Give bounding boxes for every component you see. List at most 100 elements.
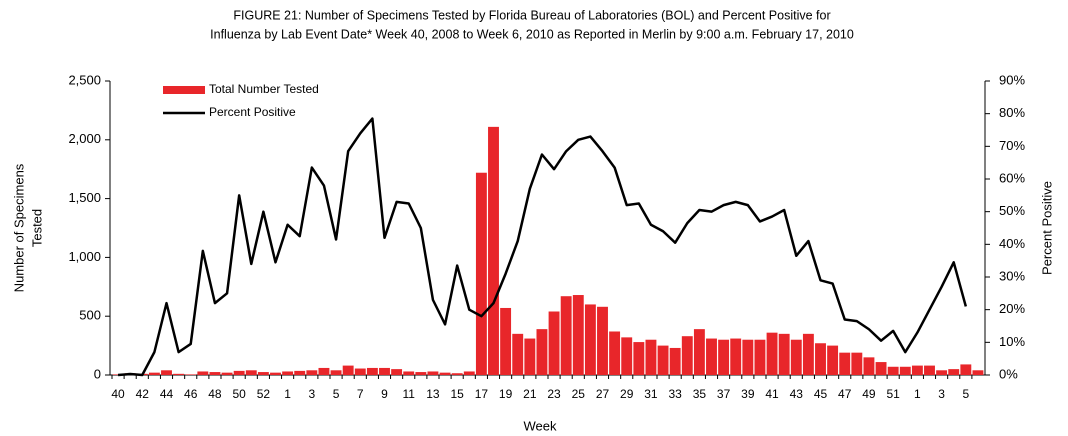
y-axis-label: Number of Specimens xyxy=(11,163,26,292)
x-tick-label: 29 xyxy=(620,387,634,401)
y-tick-label: 2,000 xyxy=(68,131,101,146)
bar xyxy=(415,372,427,375)
x-tick-label: 37 xyxy=(717,387,731,401)
bar xyxy=(257,372,269,375)
bar xyxy=(245,370,257,375)
bar xyxy=(815,343,826,375)
legend-swatch xyxy=(163,86,205,94)
bar xyxy=(766,332,778,375)
bar xyxy=(802,333,814,375)
x-tick-label: 49 xyxy=(862,387,876,401)
bar xyxy=(366,367,378,375)
y2-tick-label: 50% xyxy=(999,203,1025,218)
x-tick-label: 48 xyxy=(208,387,222,401)
bar xyxy=(924,365,935,375)
bar xyxy=(403,371,415,375)
bar xyxy=(427,371,439,375)
bar xyxy=(148,372,160,375)
bar xyxy=(960,364,972,375)
x-tick-label: 50 xyxy=(232,387,246,401)
x-tick-label: 5 xyxy=(962,387,969,401)
x-tick-label: 52 xyxy=(257,387,271,401)
bar xyxy=(282,371,294,375)
bar xyxy=(536,329,548,375)
x-tick-label: 25 xyxy=(572,387,586,401)
bar xyxy=(936,370,948,375)
y-tick-label: 1,000 xyxy=(68,249,101,264)
y2-tick-label: 20% xyxy=(999,301,1025,316)
x-tick-label: 42 xyxy=(136,387,150,401)
x-tick-label: 43 xyxy=(790,387,804,401)
bar xyxy=(488,126,499,375)
bar xyxy=(451,373,463,375)
x-tick-label: 1 xyxy=(284,387,291,401)
x-tick-label: 31 xyxy=(644,387,658,401)
bar xyxy=(742,339,754,375)
bar xyxy=(221,372,233,375)
y2-tick-label: 80% xyxy=(999,105,1025,120)
x-tick-label: 51 xyxy=(886,387,900,401)
bar xyxy=(173,373,185,375)
bar xyxy=(899,366,911,375)
x-tick-label: 15 xyxy=(450,387,464,401)
y-tick-label: 500 xyxy=(79,308,101,323)
legend-label: Percent Positive xyxy=(209,105,296,119)
bar xyxy=(475,172,487,375)
y2-tick-label: 0% xyxy=(999,366,1018,381)
bar xyxy=(839,352,851,375)
bar xyxy=(161,370,172,375)
y-tick-label: 2,500 xyxy=(68,72,101,87)
x-tick-label: 46 xyxy=(184,387,198,401)
x-tick-label: 45 xyxy=(814,387,828,401)
bar xyxy=(681,336,693,375)
bar xyxy=(572,295,584,375)
chart-title: FIGURE 21: Number of Specimens Tested by… xyxy=(233,8,830,22)
bar xyxy=(911,365,923,375)
y-tick-label: 0 xyxy=(94,366,101,381)
x-tick-label: 47 xyxy=(838,387,852,401)
x-tick-label: 33 xyxy=(668,387,682,401)
bar xyxy=(778,333,790,375)
x-tick-label: 39 xyxy=(741,387,755,401)
x-axis-label: Week xyxy=(524,418,557,433)
bar xyxy=(512,333,524,375)
bar xyxy=(306,370,318,375)
bar xyxy=(706,338,717,375)
x-tick-label: 1 xyxy=(914,387,921,401)
bar xyxy=(584,304,596,375)
y2-tick-label: 30% xyxy=(999,268,1025,283)
bar xyxy=(342,365,354,375)
y2-tick-label: 40% xyxy=(999,236,1025,251)
legend-label: Total Number Tested xyxy=(209,82,319,96)
bar xyxy=(391,369,403,375)
x-tick-label: 21 xyxy=(523,387,537,401)
bar xyxy=(233,370,245,375)
bar xyxy=(379,367,390,375)
x-tick-label: 11 xyxy=(402,387,415,401)
bar xyxy=(524,338,536,375)
x-tick-label: 40 xyxy=(111,387,125,401)
bar xyxy=(330,370,342,375)
bar xyxy=(463,371,475,375)
y-tick-label: 1,500 xyxy=(68,190,101,205)
bar xyxy=(621,337,633,375)
bar xyxy=(669,347,681,375)
x-tick-label: 9 xyxy=(381,387,388,401)
chart-title: Influenza by Lab Event Date* Week 40, 20… xyxy=(210,27,854,41)
bar xyxy=(597,306,608,375)
bar xyxy=(548,311,560,375)
x-tick-label: 19 xyxy=(499,387,513,401)
bar xyxy=(875,362,887,375)
bar xyxy=(439,372,451,375)
y-axis-label: Tested xyxy=(29,209,44,247)
x-tick-label: 3 xyxy=(938,387,945,401)
y2-tick-label: 90% xyxy=(999,72,1025,87)
x-tick-label: 5 xyxy=(333,387,340,401)
line xyxy=(117,117,968,377)
bar xyxy=(718,339,730,375)
bar xyxy=(209,372,221,375)
y2-axis-label: Percent Positive xyxy=(1039,181,1054,275)
bar xyxy=(318,367,330,375)
x-tick-label: 17 xyxy=(475,387,489,401)
